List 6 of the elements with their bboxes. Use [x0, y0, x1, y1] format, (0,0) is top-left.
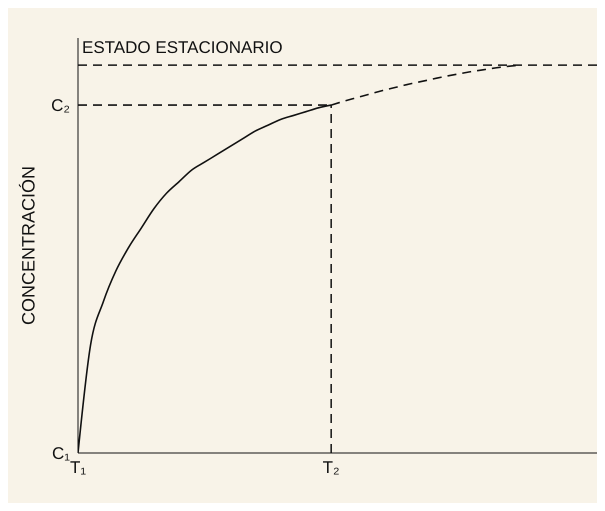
- x-tick-label: T₁: [70, 458, 86, 478]
- text: C₁: [52, 444, 70, 464]
- text: C₂: [51, 96, 70, 116]
- y-axis-title: CONCENTRACIÓN: [18, 166, 38, 326]
- ref-line-label: ESTADO ESTACIONARIO: [82, 38, 283, 58]
- x-tick-label: T₂: [322, 458, 340, 478]
